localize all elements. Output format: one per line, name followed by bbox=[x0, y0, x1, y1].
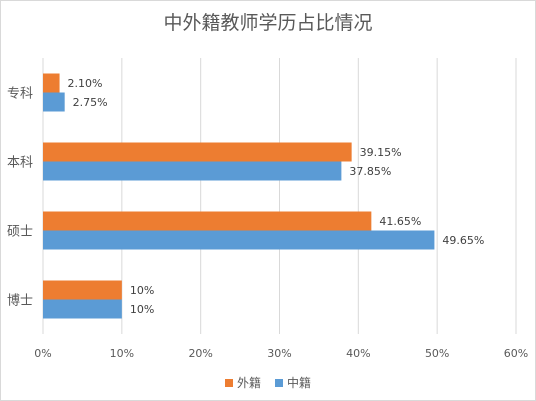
x-tick-labels: 0% 10% 20% 30% 40% 50% 60% bbox=[34, 347, 528, 360]
bar-foreign bbox=[43, 280, 122, 300]
bar-foreign bbox=[43, 211, 372, 231]
data-label: 37.85% bbox=[349, 165, 391, 178]
bar-foreign bbox=[43, 142, 352, 162]
data-label: 2.75% bbox=[73, 96, 108, 109]
legend-item-foreign: 外籍 bbox=[224, 374, 261, 391]
category-label: 硕士 bbox=[7, 225, 33, 240]
legend: 外籍 中籍 bbox=[0, 374, 536, 391]
legend-item-chinese: 中籍 bbox=[275, 374, 311, 391]
data-label: 49.65% bbox=[442, 234, 484, 247]
chart-title: 中外籍教师学历占比情况 bbox=[163, 12, 373, 34]
data-labels: 2.10% 2.75% 39.15% 37.85% 41.65% 49.65% 10% 10% bbox=[68, 77, 485, 316]
legend-swatch-foreign bbox=[224, 378, 233, 387]
bar-chinese bbox=[43, 161, 342, 181]
bar-foreign bbox=[43, 73, 60, 93]
x-tick-label: 10% bbox=[110, 347, 134, 360]
data-label: 39.15% bbox=[360, 146, 402, 159]
legend-label-foreign: 外籍 bbox=[236, 376, 261, 390]
category-label: 专科 bbox=[7, 87, 33, 102]
data-label: 41.65% bbox=[379, 215, 421, 228]
bar-chinese bbox=[43, 299, 122, 319]
category-label: 博士 bbox=[7, 294, 33, 309]
data-label: 2.10% bbox=[68, 77, 103, 90]
bar-chinese bbox=[43, 92, 65, 112]
x-tick-label: 30% bbox=[267, 347, 291, 360]
x-tick-label: 0% bbox=[34, 347, 51, 360]
x-tick-label: 60% bbox=[504, 347, 528, 360]
bars bbox=[43, 73, 435, 319]
data-label: 10% bbox=[130, 284, 154, 297]
x-tick-label: 20% bbox=[188, 347, 212, 360]
legend-swatch-chinese bbox=[275, 378, 283, 387]
x-tick-label: 40% bbox=[346, 347, 370, 360]
legend-label-chinese: 中籍 bbox=[287, 376, 312, 390]
category-label: 本科 bbox=[7, 156, 33, 171]
x-tick-label: 50% bbox=[425, 347, 449, 360]
data-label: 10% bbox=[130, 303, 154, 316]
bar-chinese bbox=[43, 230, 435, 250]
